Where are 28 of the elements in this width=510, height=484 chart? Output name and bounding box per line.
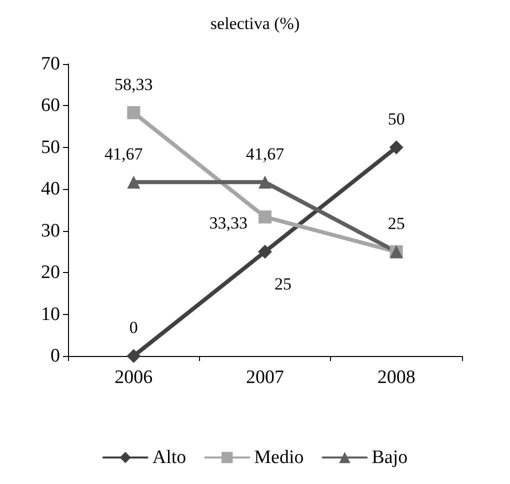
point (389, 140, 404, 154)
data-label: 25 (274, 274, 292, 294)
data-label: 50 (388, 109, 405, 128)
point (127, 106, 140, 120)
y-tick-label: 10 (41, 304, 60, 325)
y-tick-label: 50 (41, 136, 60, 158)
data-label: 25 (388, 214, 405, 234)
y-tick-label: 30 (41, 220, 60, 242)
data-label: 58,33 (114, 75, 153, 94)
y-tick-label: 40 (41, 178, 60, 200)
x-tick-label: 2006 (114, 367, 153, 388)
legend-label: Bajo (372, 447, 408, 468)
point (258, 210, 272, 224)
y-tick-label: 60 (41, 95, 60, 116)
data-label: 33,33 (209, 213, 248, 232)
legend-label: Medio (254, 447, 304, 468)
x-tick-label: 2007 (246, 367, 284, 388)
y-tick-label: 70 (41, 54, 60, 74)
data-label: 0 (129, 318, 138, 337)
x-tick-label: 2008 (377, 367, 416, 388)
point (126, 349, 141, 363)
y-tick-label: 0 (50, 346, 60, 366)
data-label: 41,67 (246, 144, 285, 164)
y-tick-label: 20 (41, 262, 60, 284)
data-label: 41,67 (104, 144, 144, 164)
point (258, 244, 272, 259)
chart-title: selectiva (%) (210, 14, 300, 33)
legend-label: Alto (152, 447, 186, 468)
